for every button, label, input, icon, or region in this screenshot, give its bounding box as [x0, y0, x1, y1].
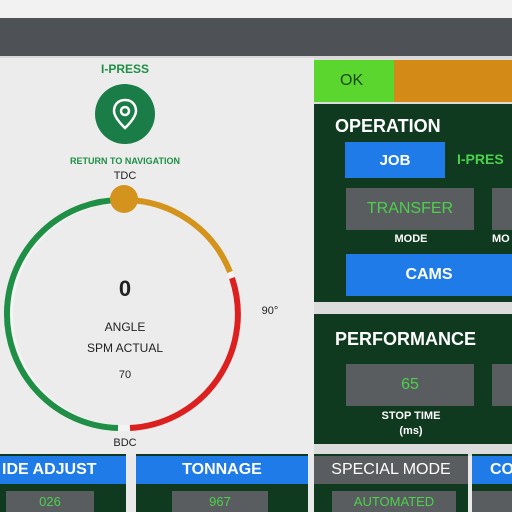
- mode-secondary-button[interactable]: [492, 188, 512, 230]
- crank-angle-dial: [3, 185, 241, 431]
- press-status-panel: [0, 58, 314, 456]
- mode-label-secondary: MO: [492, 233, 510, 245]
- job-value: I-PRES: [457, 151, 504, 167]
- slide-adjust-label: IDE ADJUST: [0, 456, 126, 484]
- window-title-bar: [0, 0, 512, 58]
- return-to-navigation-button[interactable]: [95, 84, 155, 144]
- status-warning-indicator: [394, 60, 512, 102]
- stop-time-label: STOP TIME: [381, 410, 441, 422]
- ninety-degree-label: 90°: [261, 305, 279, 317]
- angle-label: ANGLE: [104, 320, 146, 334]
- angle-value: 0: [118, 276, 132, 301]
- performance-secondary-field[interactable]: [492, 364, 512, 406]
- job-button[interactable]: JOB: [345, 142, 445, 178]
- dial-red-arc: [129, 277, 241, 431]
- cams-button[interactable]: CAMS: [346, 254, 512, 296]
- slide-adjust-value[interactable]: 026: [6, 491, 94, 512]
- operation-title: OPERATION: [335, 116, 441, 136]
- co-value[interactable]: [472, 491, 512, 512]
- special-mode-label: SPECIAL MODE: [314, 456, 468, 484]
- spm-actual-label: SPM ACTUAL: [86, 341, 164, 355]
- stop-time-field[interactable]: 65: [346, 364, 474, 406]
- dial-amber-arc: [123, 197, 233, 274]
- location-pin-icon: [112, 98, 138, 130]
- return-to-navigation-label: RETURN TO NAVIGATION: [70, 156, 180, 166]
- mode-label: MODE: [394, 233, 428, 245]
- special-mode-value[interactable]: AUTOMATED: [332, 491, 456, 512]
- tonnage-value[interactable]: 967: [172, 491, 268, 512]
- spm-actual-value: 70: [118, 369, 132, 381]
- bdc-label: BDC: [113, 437, 137, 449]
- press-title: I-PRESS: [100, 62, 149, 76]
- tonnage-label: TONNAGE: [136, 456, 308, 484]
- tdc-label: TDC: [113, 170, 137, 182]
- dial-position-marker[interactable]: [110, 185, 138, 213]
- dial-green-arc: [3, 196, 125, 431]
- performance-title: PERFORMANCE: [335, 329, 477, 349]
- stop-time-unit: (ms): [399, 425, 423, 437]
- co-label: CO: [472, 456, 512, 484]
- status-ok-indicator: OK: [314, 60, 394, 102]
- mode-transfer-button[interactable]: TRANSFER: [346, 188, 474, 230]
